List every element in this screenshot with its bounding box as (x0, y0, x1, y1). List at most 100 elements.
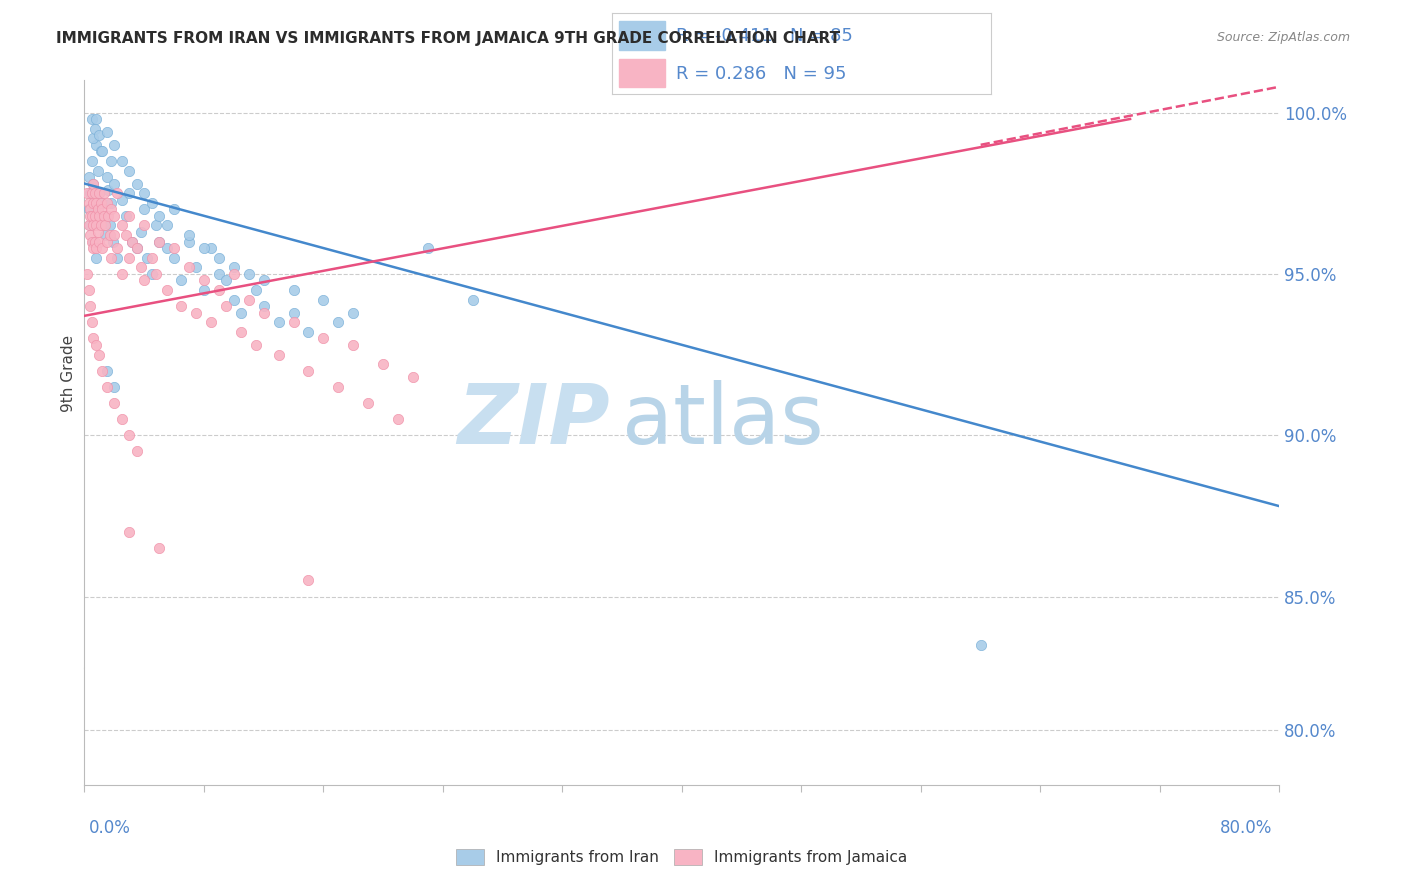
Point (103, 177, 125, 191)
Point (200, 241, 222, 255)
Point (141, 251, 163, 265)
Point (136, 251, 159, 265)
Point (82, 177, 104, 191)
Point (77, 202, 100, 217)
Point (80, 315, 103, 329)
Point (253, 273, 276, 287)
Point (83, 202, 105, 217)
Point (125, 241, 148, 255)
Point (170, 273, 193, 287)
Point (373, 357, 395, 371)
Point (103, 228, 125, 243)
Point (79, 228, 101, 243)
Point (87, 202, 110, 217)
Point (96, 235, 118, 249)
Point (96, 195, 118, 210)
Point (222, 267, 245, 281)
Point (118, 209, 141, 223)
Point (83, 186, 105, 201)
Point (87, 163, 110, 178)
Text: R = 0.286   N = 95: R = 0.286 N = 95 (676, 64, 846, 83)
Point (132, 219, 156, 233)
Point (245, 283, 267, 297)
Point (79, 299, 101, 313)
Point (186, 305, 208, 319)
Point (416, 241, 439, 255)
Point (86, 112, 108, 126)
Point (163, 241, 186, 255)
Point (132, 186, 156, 201)
Point (111, 267, 134, 281)
Point (79, 186, 101, 201)
Text: 80.0%: 80.0% (1220, 819, 1272, 837)
Point (103, 137, 125, 152)
Point (103, 209, 125, 223)
Point (80, 186, 103, 201)
Point (105, 186, 128, 201)
Point (145, 267, 167, 281)
Point (76, 186, 98, 201)
Point (90, 195, 112, 210)
Point (186, 260, 208, 275)
Point (96, 125, 118, 139)
Point (100, 251, 122, 265)
Point (82, 241, 104, 255)
Point (222, 293, 245, 307)
Point (177, 228, 200, 243)
Point (118, 186, 141, 201)
Point (245, 338, 267, 352)
Point (100, 153, 122, 168)
Point (96, 170, 118, 185)
Point (283, 283, 305, 297)
Point (132, 202, 156, 217)
Point (141, 267, 163, 281)
Point (96, 364, 118, 378)
Text: Source: ZipAtlas.com: Source: ZipAtlas.com (1216, 31, 1350, 45)
Point (145, 219, 167, 233)
Point (90, 145, 112, 159)
Text: IMMIGRANTS FROM IRAN VS IMMIGRANTS FROM JAMAICA 9TH GRADE CORRELATION CHART: IMMIGRANTS FROM IRAN VS IMMIGRANTS FROM … (56, 31, 841, 46)
Point (121, 235, 143, 249)
Point (79, 219, 101, 233)
Point (200, 315, 222, 329)
Point (83, 209, 105, 223)
Point (163, 202, 186, 217)
Point (82, 195, 104, 210)
Point (91, 195, 114, 210)
Point (111, 153, 134, 168)
Point (86, 219, 108, 233)
Bar (619, 21, 665, 49)
Point (83, 235, 105, 249)
Point (86, 241, 108, 255)
Point (105, 251, 128, 265)
Point (170, 299, 193, 313)
Point (125, 444, 148, 458)
Point (96, 380, 118, 394)
Point (208, 283, 231, 297)
Point (98, 219, 121, 233)
Point (101, 235, 124, 249)
Point (94, 219, 117, 233)
Point (148, 235, 170, 249)
Point (177, 260, 200, 275)
Point (115, 209, 138, 223)
Point (148, 541, 170, 555)
Point (387, 412, 409, 426)
Legend: Immigrants from Iran, Immigrants from Jamaica: Immigrants from Iran, Immigrants from Ja… (450, 843, 914, 871)
Point (89, 128, 111, 142)
Point (118, 163, 141, 178)
Point (125, 241, 148, 255)
Point (177, 235, 200, 249)
Point (82, 131, 104, 145)
Point (328, 315, 350, 329)
Point (93, 209, 115, 223)
Point (83, 121, 105, 136)
Point (80, 235, 103, 249)
Point (155, 219, 177, 233)
Point (312, 293, 335, 307)
Point (100, 195, 122, 210)
Point (132, 273, 156, 287)
Point (193, 241, 215, 255)
Point (231, 325, 253, 339)
Point (103, 396, 125, 410)
